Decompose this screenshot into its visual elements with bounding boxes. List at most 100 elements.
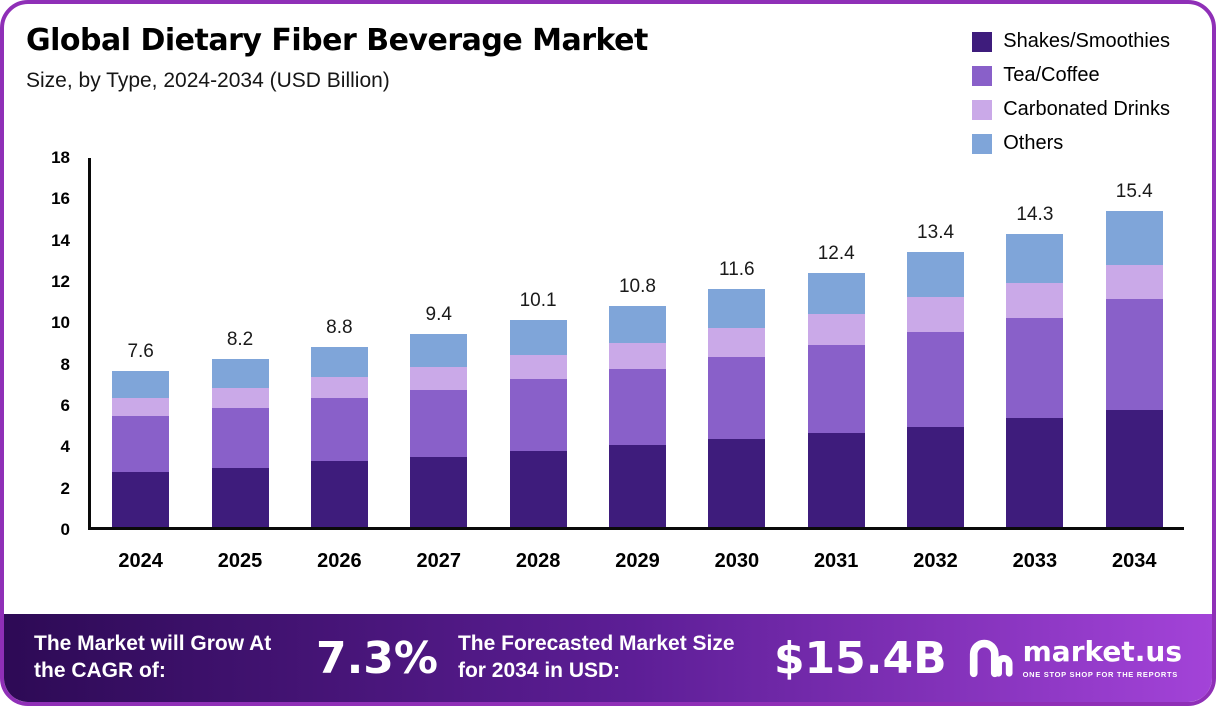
bar-segment-shakes-smoothies bbox=[907, 426, 965, 527]
bar-column: 13.4 2032 bbox=[886, 158, 985, 572]
bar-column: 15.4 2034 bbox=[1085, 158, 1184, 572]
bar-total-label: 9.4 bbox=[425, 304, 452, 326]
bar-segment-others bbox=[807, 272, 865, 314]
bar-total-label: 7.6 bbox=[127, 341, 154, 363]
bar-segment-shakes-smoothies bbox=[807, 432, 865, 527]
bar-segment-others bbox=[211, 358, 269, 388]
y-axis: 0 2 4 6 8 10 12 14 16 18 bbox=[22, 148, 80, 539]
bar-segment-carbonated-drinks bbox=[112, 397, 170, 417]
bar-segment-shakes-smoothies bbox=[509, 451, 567, 527]
forecast-label: The Forecasted Market Size for 2034 in U… bbox=[457, 632, 735, 682]
bar-total-label: 10.8 bbox=[618, 275, 656, 297]
bar-chart: 0 2 4 6 8 10 12 14 16 18 7.6 2024 8.2 2025 8.8 2026 9.4… bbox=[22, 146, 1186, 598]
y-tick-label: 2 bbox=[60, 478, 70, 498]
bar-column: 11.6 2030 bbox=[687, 158, 786, 572]
bar-segment-carbonated-drinks bbox=[211, 387, 269, 409]
bar-segment-carbonated-drinks bbox=[310, 377, 368, 398]
bar-stack: 7.6 bbox=[112, 341, 170, 527]
bar-total-label: 8.8 bbox=[326, 316, 353, 338]
plot-area: 7.6 2024 8.2 2025 8.8 2026 9.4 2027 10.1 2028 10.8… bbox=[88, 158, 1184, 572]
x-axis-label: 2025 bbox=[217, 550, 263, 572]
bar-segment-carbonated-drinks bbox=[509, 354, 567, 380]
bar-segment-others bbox=[410, 334, 468, 368]
brand-text: market.us ONE STOP SHOP FOR THE REPORTS bbox=[1022, 637, 1182, 679]
bar-segment-tea-coffee bbox=[509, 379, 567, 452]
bar-segment-others bbox=[608, 305, 666, 343]
legend-label: Tea/Coffee bbox=[1003, 64, 1100, 86]
bar-segment-tea-coffee bbox=[310, 397, 368, 462]
bar-total-label: 14.3 bbox=[1016, 203, 1054, 225]
y-tick-label: 16 bbox=[51, 189, 70, 209]
bar-stack: 13.4 bbox=[907, 222, 965, 527]
bar-segment-carbonated-drinks bbox=[807, 313, 865, 345]
bar-column: 10.8 2029 bbox=[588, 158, 687, 572]
bar-segment-tea-coffee bbox=[1006, 317, 1064, 419]
bar-segment-shakes-smoothies bbox=[310, 461, 368, 527]
brand-logo: market.us ONE STOP SHOP FOR THE REPORTS bbox=[967, 633, 1182, 684]
bar-stack: 8.2 bbox=[211, 329, 269, 527]
bar-segment-tea-coffee bbox=[410, 389, 468, 458]
bar-column: 8.8 2026 bbox=[290, 158, 389, 572]
bar-stack: 10.8 bbox=[608, 276, 666, 527]
marketus-logo-icon bbox=[967, 633, 1013, 684]
bar-total-label: 13.4 bbox=[917, 222, 955, 244]
x-axis-label: 2031 bbox=[813, 550, 859, 572]
bar-segment-shakes-smoothies bbox=[112, 471, 170, 527]
bar-column: 9.4 2027 bbox=[389, 158, 488, 572]
legend-swatch bbox=[972, 133, 993, 154]
bar-segment-others bbox=[1105, 211, 1163, 265]
page-subtitle: Size, by Type, 2024-2034 (USD Billion) bbox=[26, 68, 390, 92]
legend-item: Carbonated Drinks bbox=[972, 98, 1170, 121]
bar-stack: 12.4 bbox=[807, 243, 865, 527]
bar-column: 8.2 2025 bbox=[190, 158, 289, 572]
x-axis-label: 2032 bbox=[913, 550, 958, 572]
bar-segment-shakes-smoothies bbox=[608, 444, 666, 527]
page-title: Global Dietary Fiber Beverage Market bbox=[26, 23, 648, 58]
bar-stack: 9.4 bbox=[410, 304, 468, 527]
y-tick-label: 14 bbox=[51, 230, 70, 250]
legend-swatch bbox=[972, 31, 993, 52]
legend-item: Others bbox=[972, 132, 1170, 155]
x-axis-label: 2029 bbox=[615, 550, 660, 572]
brand-tagline: ONE STOP SHOP FOR THE REPORTS bbox=[1022, 669, 1178, 679]
bar-segment-carbonated-drinks bbox=[1006, 283, 1064, 318]
bar-total-label: 8.2 bbox=[226, 328, 254, 350]
x-axis-label: 2028 bbox=[515, 550, 561, 572]
bar-segment-carbonated-drinks bbox=[907, 297, 965, 333]
bar-segment-tea-coffee bbox=[112, 416, 170, 472]
y-tick-label: 0 bbox=[60, 520, 70, 539]
bar-segment-others bbox=[112, 371, 170, 398]
bar-total-label: 15.4 bbox=[1115, 181, 1153, 203]
bar-segment-shakes-smoothies bbox=[1006, 418, 1064, 527]
bar-total-label: 10.1 bbox=[519, 289, 557, 311]
legend-swatch bbox=[972, 99, 993, 120]
legend-label: Others bbox=[1003, 132, 1064, 154]
bar-segment-tea-coffee bbox=[1105, 299, 1163, 411]
bar-segment-carbonated-drinks bbox=[410, 367, 468, 390]
bar-segment-tea-coffee bbox=[211, 408, 269, 468]
x-axis-label: 2030 bbox=[714, 550, 760, 572]
bar-segment-tea-coffee bbox=[807, 344, 865, 433]
x-axis-label: 2026 bbox=[317, 550, 362, 572]
bar-segment-others bbox=[907, 252, 965, 298]
bar-segment-shakes-smoothies bbox=[708, 438, 766, 527]
cagr-label: The Market will Grow At the CAGR of: bbox=[34, 632, 272, 682]
bar-segment-shakes-smoothies bbox=[1105, 410, 1163, 527]
y-tick-label: 8 bbox=[60, 354, 70, 374]
bar-column: 12.4 2031 bbox=[787, 158, 886, 572]
legend-label: Carbonated Drinks bbox=[1003, 98, 1170, 120]
x-axis-label: 2033 bbox=[1012, 550, 1058, 572]
bar-segment-others bbox=[509, 319, 567, 355]
y-tick-label: 18 bbox=[51, 148, 70, 167]
bar-column: 10.1 2028 bbox=[488, 158, 587, 572]
bar-stack: 14.3 bbox=[1006, 204, 1064, 527]
header: Global Dietary Fiber Beverage Market Siz… bbox=[4, 4, 1212, 154]
bar-total-label: 11.6 bbox=[719, 259, 755, 281]
bar-stack: 10.1 bbox=[509, 290, 567, 527]
bar-segment-others bbox=[310, 346, 368, 378]
bar-segment-tea-coffee bbox=[907, 332, 965, 427]
bar-segment-shakes-smoothies bbox=[211, 467, 269, 527]
legend: Shakes/Smoothies Tea/Coffee Carbonated Dri… bbox=[972, 30, 1170, 155]
y-tick-label: 4 bbox=[60, 437, 70, 457]
bar-stack: 15.4 bbox=[1105, 181, 1163, 527]
